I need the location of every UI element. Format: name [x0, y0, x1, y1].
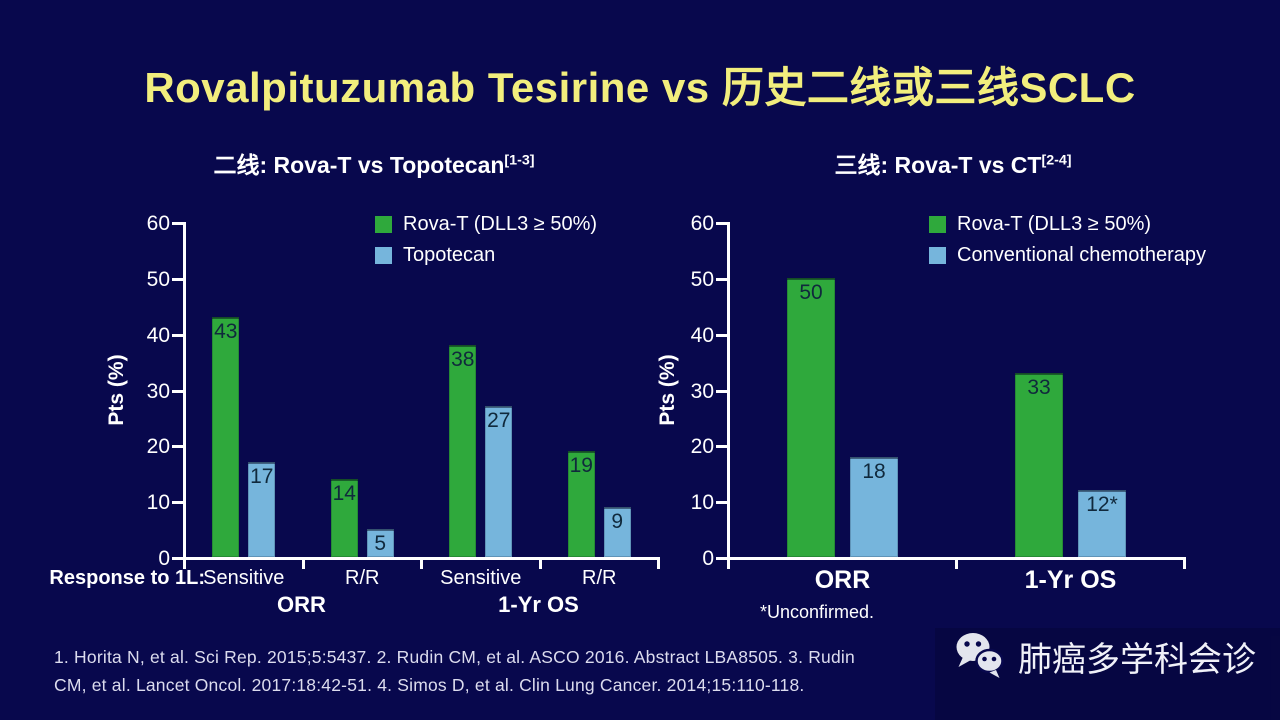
- y-axis-line: [183, 222, 186, 560]
- y-tick: [716, 389, 727, 393]
- y-tick-label: 20: [690, 435, 714, 459]
- x-tick: [538, 557, 542, 569]
- y-tick: [172, 389, 183, 393]
- x-category-label: R/R: [345, 567, 380, 589]
- y-tick-label: 50: [690, 267, 714, 291]
- bar-topotecan: [366, 529, 394, 557]
- x-group-label: 1-Yr OS: [498, 592, 579, 617]
- conventional-chemotherapy-legend-swatch: [929, 247, 946, 264]
- chart-title-ref: [1-3]: [504, 152, 535, 169]
- y-tick-label: 40: [690, 323, 714, 347]
- y-tick: [172, 333, 183, 337]
- y-tick-label: 0: [158, 547, 170, 570]
- bar-value-label: 9: [611, 509, 624, 533]
- bar-conventional-chemotherapy: [850, 456, 898, 557]
- wechat-account-name: 肺癌多学科会诊: [1018, 640, 1256, 679]
- bar-rova-t: [449, 344, 477, 557]
- bar-topotecan: [248, 462, 276, 557]
- y-tick-label: 10: [690, 491, 714, 515]
- legend-label: Rova-T (DLL3 ≥ 50%): [403, 213, 598, 235]
- y-tick: [716, 333, 727, 337]
- y-tick-label: 30: [146, 379, 170, 403]
- bar-value-label: 27: [487, 409, 511, 433]
- bar-value-label: 17: [250, 465, 274, 489]
- bar-value-label: 19: [569, 453, 593, 477]
- bar-value-label: 38: [451, 347, 475, 371]
- y-tick: [172, 557, 183, 560]
- x-axis-prefix-label: Response to 1L:: [49, 567, 205, 589]
- bar-value-label: 18: [862, 459, 886, 483]
- y-tick-label: 50: [146, 267, 170, 291]
- x-category-label: 1-Yr OS: [1024, 566, 1117, 594]
- bar-rova-t: [1015, 372, 1063, 557]
- x-tick: [955, 557, 958, 569]
- chart-title-ref: [2-4]: [1041, 152, 1072, 169]
- y-tick-label: 30: [690, 379, 714, 403]
- chart-footnote: *Unconfirmed.: [760, 602, 875, 622]
- rova-t-legend-swatch: [375, 216, 392, 233]
- y-tick: [716, 557, 727, 560]
- bar-value-label: 33: [1027, 375, 1051, 399]
- legend-label: Conventional chemotherapy: [957, 244, 1207, 266]
- legend-label: Topotecan: [403, 244, 496, 266]
- x-tick: [727, 557, 730, 569]
- x-category-label: Sensitive: [440, 567, 522, 589]
- bar-conventional-chemotherapy: [1078, 490, 1126, 557]
- x-tick: [420, 557, 423, 569]
- y-tick-label: 10: [146, 491, 170, 515]
- y-tick-label: 40: [146, 323, 170, 347]
- y-tick-label: 20: [146, 435, 170, 459]
- bar-value-label: 50: [799, 280, 823, 304]
- legend-item: Rova-T (DLL3 ≥ 50%): [375, 213, 597, 236]
- rova-t-legend-swatch: [929, 216, 946, 233]
- x-tick: [657, 557, 660, 569]
- y-tick: [716, 222, 727, 225]
- chart-title: 三线: Rova-T vs CT[2-4]: [834, 152, 1072, 178]
- x-tick: [301, 557, 305, 569]
- bar-value-label: 12*: [1086, 493, 1118, 516]
- x-category-label: Sensitive: [203, 567, 285, 589]
- bar-topotecan: [603, 506, 631, 557]
- y-axis-line: [727, 222, 730, 560]
- bar-rova-t: [212, 316, 240, 557]
- y-tick: [716, 277, 727, 281]
- y-tick: [172, 222, 183, 225]
- y-tick: [716, 501, 727, 505]
- topotecan-legend-swatch: [375, 247, 392, 264]
- y-tick: [172, 501, 183, 505]
- y-tick: [172, 445, 183, 449]
- y-axis-title: Pts (%): [656, 353, 679, 426]
- y-tick-label: 60: [690, 212, 714, 235]
- reference-line: 1. Horita N, et al. Sci Rep. 2015;5:5437…: [54, 647, 855, 667]
- bar-value-label: 43: [214, 319, 238, 343]
- legend-label: Rova-T (DLL3 ≥ 50%): [957, 213, 1152, 235]
- references: 1. Horita N, et al. Sci Rep. 2015;5:5437…: [54, 643, 855, 699]
- x-category-label: R/R: [582, 567, 617, 589]
- bar-rova-t: [330, 478, 358, 557]
- chart-title: 二线: Rova-T vs Topotecan[1-3]: [213, 152, 535, 178]
- wechat-badge: 肺癌多学科会诊: [952, 630, 1256, 682]
- x-tick: [1183, 557, 1186, 569]
- bar-value-label: 14: [332, 481, 356, 505]
- slide-title: Rovalpituzumab Tesirine vs 历史二线或三线SCLC: [144, 64, 1136, 111]
- bar-rova-t: [567, 450, 595, 557]
- x-tick: [183, 557, 186, 569]
- y-tick-label: 0: [702, 547, 714, 570]
- x-category-label: ORR: [814, 566, 871, 594]
- legend-item: Rova-T (DLL3 ≥ 50%): [929, 213, 1151, 236]
- y-tick: [716, 445, 727, 449]
- bar-topotecan: [485, 406, 513, 557]
- x-group-label: ORR: [277, 592, 326, 617]
- wechat-icon: [956, 633, 1004, 678]
- legend-item: Topotecan: [375, 244, 495, 267]
- y-tick: [172, 277, 183, 281]
- bar-value-label: 5: [374, 532, 387, 556]
- y-tick-label: 60: [146, 212, 170, 235]
- reference-line: CM, et al. Lancet Oncol. 2017:18:42-51. …: [54, 675, 805, 695]
- legend-item: Conventional chemotherapy: [929, 244, 1206, 267]
- bar-rova-t: [787, 277, 835, 557]
